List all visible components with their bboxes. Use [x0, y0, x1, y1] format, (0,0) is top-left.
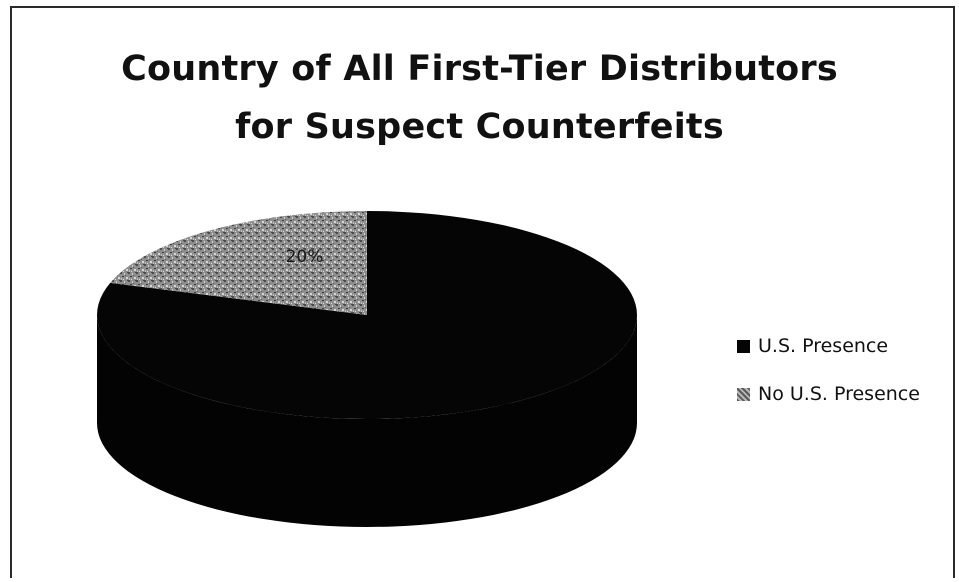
pie-slices — [97, 211, 638, 527]
chart-legend: U.S. Presence No U.S. Presence — [737, 333, 920, 429]
legend-label-no-us-presence: No U.S. Presence — [758, 383, 920, 405]
chart-title-line-2: for Suspect Counterfeits — [235, 107, 724, 147]
legend-entry-us-presence: U.S. Presence — [737, 333, 920, 359]
legend-swatch-us-presence — [737, 339, 750, 353]
pie-slice-no-us-presence — [110, 211, 368, 315]
legend-swatch-no-us-presence — [737, 387, 750, 401]
pie-side-0 — [97, 315, 637, 527]
legend-label-us-presence: U.S. Presence — [758, 335, 889, 357]
chart-title: Country of All First-Tier Distributors f… — [0, 40, 959, 156]
chart-title-line-1: Country of All First-Tier Distributors — [121, 49, 838, 89]
legend-entry-no-us-presence: No U.S. Presence — [737, 381, 920, 407]
slice-data-label-no-us-presence: 20% — [286, 247, 324, 267]
pie-slice-us-presence — [97, 211, 638, 419]
